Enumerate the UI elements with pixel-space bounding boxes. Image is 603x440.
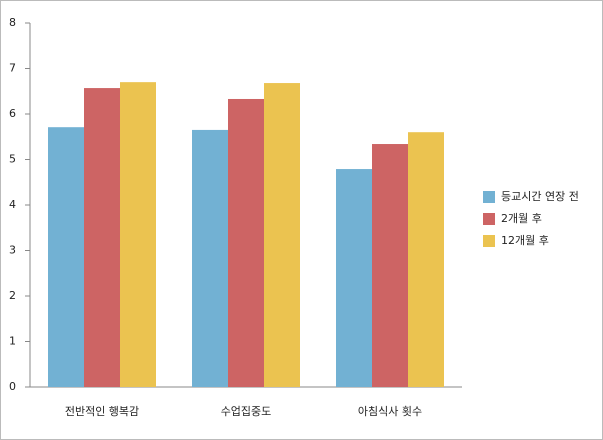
y-tick-label: 3 [9,244,16,257]
y-tick-label: 7 [9,62,16,75]
y-tick-label: 8 [9,16,16,29]
bar [264,83,300,387]
legend-swatch [483,213,495,225]
legend-label: 2개월 후 [501,212,542,225]
bar [192,129,228,388]
y-tick-label: 1 [9,335,16,348]
bar [408,132,444,387]
legend-swatch [483,235,495,247]
y-tick-label: 5 [9,153,16,166]
y-tick-label: 6 [9,107,16,120]
bar [372,144,408,387]
bar [120,82,156,388]
bar [84,88,120,387]
bar [228,98,264,388]
legend-swatch [483,191,495,203]
y-tick-label: 2 [9,289,16,302]
legend-label: 등교시간 연장 전 [501,190,579,203]
y-tick-label: 4 [9,198,16,211]
x-tick-label: 전반적인 행복감 [65,405,139,418]
bar [336,169,372,387]
legend-label: 12개월 후 [501,234,549,247]
x-tick-label: 수업집중도 [221,405,272,418]
x-tick-label: 아침식사 횟수 [358,405,422,418]
y-tick-label: 0 [9,380,16,393]
bar [48,127,84,387]
